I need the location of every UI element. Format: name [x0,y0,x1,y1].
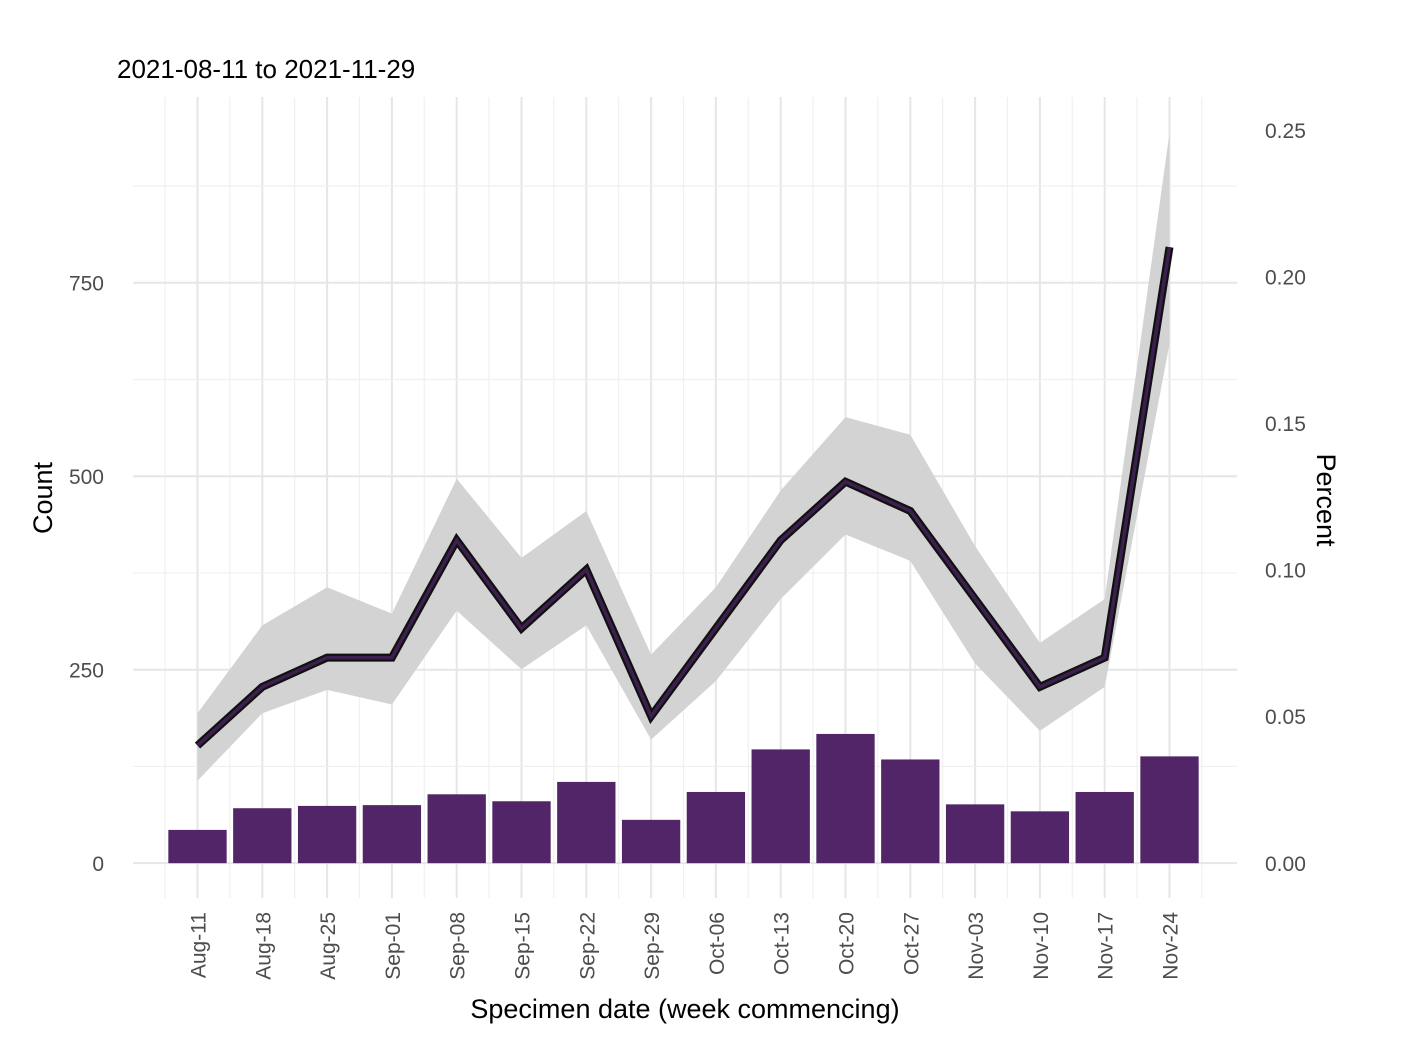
x-tick-label: Sep-15 [512,912,535,980]
percent-line-group [194,246,1174,749]
right-tick-label: 0.00 [1265,853,1306,876]
bar [945,804,1005,864]
confidence-ribbon [197,132,1170,781]
bars [168,733,1199,864]
left-tick-label: 750 [69,273,104,296]
bar [751,749,810,864]
x-tick-label: Aug-25 [317,912,340,980]
bar [881,759,940,864]
right-tick-label: 0.20 [1265,266,1306,289]
left-axis-ticks: 0 250 500 750 [69,273,104,876]
y-axis-right-title: Percent [1311,453,1341,547]
left-tick-label: 250 [69,660,104,683]
bar [362,805,422,864]
bar [816,733,875,864]
x-tick-label: Sep-08 [447,912,470,980]
x-tick-label: Aug-18 [252,912,275,980]
x-tick-label: Oct-20 [836,912,859,975]
x-tick-label: Sep-01 [382,912,405,980]
right-tick-label: 0.05 [1265,706,1306,729]
right-tick-label: 0.10 [1265,560,1306,583]
bar [621,819,681,864]
grid [133,97,1237,898]
right-tick-label: 0.15 [1265,413,1306,436]
x-tick-label: Nov-03 [965,912,988,980]
x-tick-label: Nov-24 [1160,912,1183,980]
left-tick-label: 500 [69,466,104,489]
bar [1140,756,1199,864]
x-axis-ticks: Aug-11 Aug-18 Aug-25 Sep-01 Sep-08 Sep-15 Sep-… [188,912,1183,980]
x-tick-label: Aug-11 [188,912,211,978]
left-tick-label: 0 [92,853,104,876]
chart-subtitle: 2021-08-11 to 2021-11-29 [117,54,415,84]
x-tick-label: Oct-06 [706,912,729,975]
bar [1075,791,1134,864]
bar [233,808,292,864]
bar [557,781,616,864]
x-tick-label: Sep-29 [641,912,664,980]
right-tick-label: 0.25 [1265,120,1306,143]
x-tick-label: Nov-17 [1095,912,1118,980]
y-axis-left-title: Count [28,461,58,534]
right-axis-ticks: 0.00 0.05 0.10 0.15 0.20 0.25 [1265,120,1306,876]
bar [297,805,357,864]
confidence-band [197,132,1170,781]
x-tick-label: Oct-13 [771,912,794,975]
bar [1010,811,1070,864]
bar [168,829,227,864]
bar [686,791,746,864]
percent-line [196,246,1172,747]
bar [492,801,551,864]
x-tick-label: Nov-10 [1030,912,1053,980]
x-tick-label: Sep-22 [576,912,599,980]
x-tick-label: Oct-27 [900,912,923,975]
bar [427,794,486,864]
x-axis-title: Specimen date (week commencing) [470,994,899,1024]
